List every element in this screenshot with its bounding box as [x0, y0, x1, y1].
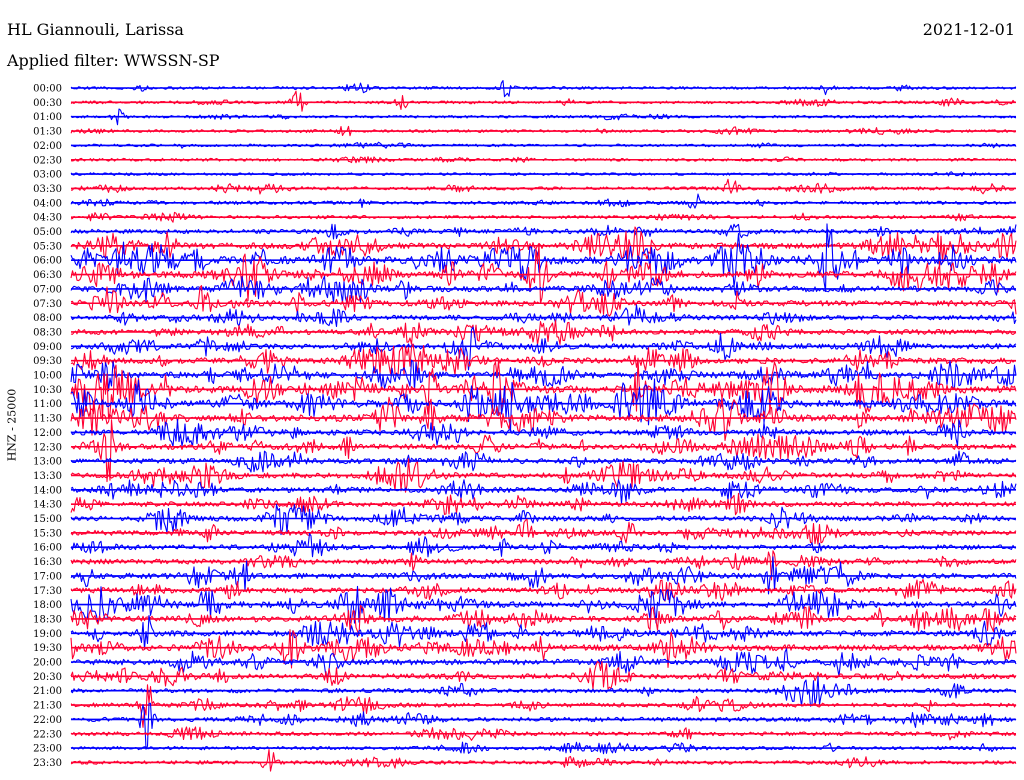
time-tick-label: 05:00 — [33, 227, 62, 238]
time-tick-label: 17:30 — [33, 586, 62, 597]
seismic-trace — [70, 741, 1017, 755]
seismic-trace — [70, 503, 1017, 536]
seismic-trace — [70, 556, 1017, 595]
time-tick-label: 17:00 — [33, 571, 62, 582]
seismic-trace — [70, 458, 1017, 493]
time-tick-label: 22:00 — [33, 715, 62, 726]
time-tick-label: 14:30 — [33, 500, 62, 511]
time-tick-label: 07:30 — [33, 299, 62, 310]
time-tick-label: 15:00 — [33, 514, 62, 525]
time-tick-label: 04:30 — [33, 213, 62, 224]
time-tick-label: 18:30 — [33, 614, 62, 625]
seismic-trace — [70, 629, 1017, 669]
time-tick-label: 09:30 — [33, 356, 62, 367]
time-label-group: 00:00 00:30 01:00 01:30 02:00 02:30 03:00 03:30… — [33, 84, 62, 769]
time-tick-label: 01:00 — [33, 112, 62, 123]
time-tick-label: 07:00 — [33, 284, 62, 295]
time-tick-label: 08:00 — [33, 313, 62, 324]
seismic-trace — [70, 614, 1017, 650]
time-tick-label: 19:30 — [33, 643, 62, 654]
time-tick-label: 02:30 — [33, 155, 62, 166]
time-tick-label: 03:30 — [33, 184, 62, 195]
time-tick-label: 02:00 — [33, 141, 62, 152]
time-tick-label: 23:30 — [33, 758, 62, 769]
time-tick-label: 15:30 — [33, 528, 62, 539]
time-tick-label: 05:30 — [33, 241, 62, 252]
time-tick-label: 18:00 — [33, 600, 62, 611]
seismic-trace — [70, 702, 1017, 750]
time-tick-label: 11:30 — [33, 414, 62, 425]
seismic-trace — [70, 326, 1017, 371]
seismic-trace — [70, 193, 1017, 209]
time-tick-label: 09:00 — [33, 342, 62, 353]
time-tick-label: 20:30 — [33, 672, 62, 683]
time-tick-label: 23:00 — [33, 744, 62, 755]
time-tick-label: 06:00 — [33, 256, 62, 267]
time-tick-label: 21:00 — [33, 686, 62, 697]
time-tick-label: 12:00 — [33, 428, 62, 439]
time-tick-label: 19:00 — [33, 629, 62, 640]
seismic-trace — [70, 357, 1017, 421]
seismic-trace — [70, 90, 1016, 112]
time-tick-label: 16:30 — [33, 557, 62, 568]
time-tick-label: 22:30 — [33, 729, 62, 740]
filter-label: Applied filter: WWSSN-SP — [7, 51, 220, 70]
time-tick-label: 06:30 — [33, 270, 62, 281]
seismic-trace — [70, 226, 1017, 270]
date-label: 2021-12-01 — [922, 20, 1015, 39]
time-tick-label: 20:00 — [33, 658, 62, 669]
time-tick-label: 13:30 — [33, 471, 62, 482]
seismic-trace — [70, 660, 1017, 690]
seismic-trace — [70, 275, 1017, 304]
time-tick-label: 03:00 — [33, 170, 62, 181]
seismic-trace — [70, 533, 1017, 558]
time-tick-label: 11:00 — [33, 399, 62, 410]
time-tick-label: 16:00 — [33, 543, 62, 554]
time-tick-label: 21:30 — [33, 701, 62, 712]
time-tick-label: 08:30 — [33, 327, 62, 338]
trace-group — [70, 80, 1017, 772]
seismic-trace — [70, 378, 1017, 432]
time-tick-label: 00:00 — [33, 84, 62, 95]
time-tick-label: 14:00 — [33, 485, 62, 496]
time-tick-label: 04:00 — [33, 198, 62, 209]
time-tick-label: 10:00 — [33, 371, 62, 382]
seismic-trace — [70, 223, 1017, 293]
time-tick-label: 01:30 — [33, 127, 62, 138]
seismic-trace — [70, 343, 1017, 376]
seismic-trace — [70, 419, 1017, 483]
seismic-trace — [70, 418, 1017, 448]
seismic-trace — [70, 518, 1017, 545]
time-tick-label: 10:30 — [33, 385, 62, 396]
time-tick-label: 00:30 — [33, 98, 62, 109]
station-title: HL Giannouli, Larissa — [7, 20, 184, 39]
time-tick-label: 13:00 — [33, 457, 62, 468]
time-tick-label: 12:30 — [33, 442, 62, 453]
seismic-trace — [70, 178, 1017, 195]
seismic-trace — [70, 479, 1017, 505]
seismic-trace — [70, 748, 1017, 772]
